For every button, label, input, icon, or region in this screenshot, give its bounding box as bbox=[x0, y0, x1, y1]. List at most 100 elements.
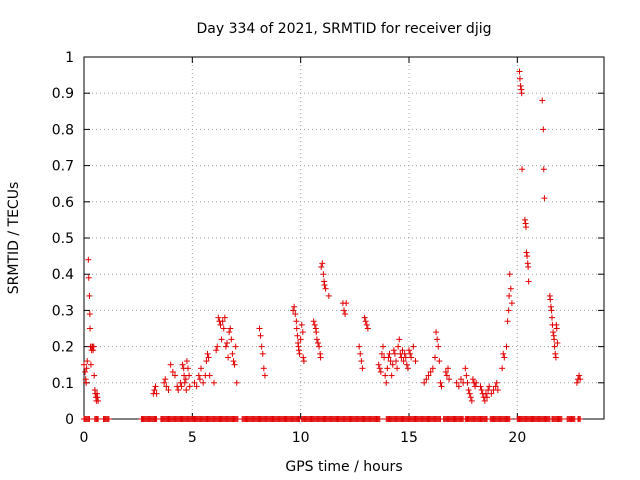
data-point bbox=[182, 376, 189, 383]
data-point bbox=[375, 361, 382, 368]
data-point bbox=[316, 343, 323, 350]
data-point bbox=[523, 249, 530, 256]
data-point bbox=[394, 365, 401, 372]
data-point bbox=[468, 397, 475, 404]
data-point bbox=[481, 397, 488, 404]
data-point bbox=[343, 300, 350, 307]
y-tick-label: 0.5 bbox=[52, 231, 74, 247]
data-point bbox=[228, 336, 235, 343]
data-point bbox=[507, 285, 514, 292]
data-point bbox=[396, 336, 403, 343]
data-point bbox=[172, 372, 178, 379]
data-point bbox=[455, 383, 462, 390]
data-point bbox=[90, 347, 97, 354]
data-point bbox=[205, 354, 212, 361]
data-point bbox=[183, 387, 190, 394]
data-point bbox=[391, 350, 398, 357]
grid bbox=[84, 57, 604, 419]
data-point bbox=[506, 416, 513, 422]
data-point bbox=[317, 354, 324, 361]
data-point bbox=[466, 390, 473, 397]
data-point bbox=[378, 350, 385, 357]
data-point bbox=[85, 274, 92, 281]
data-point bbox=[220, 325, 227, 332]
data-point bbox=[86, 416, 93, 422]
data-point bbox=[436, 358, 443, 365]
data-point bbox=[539, 97, 546, 104]
y-tick-label: 0.9 bbox=[52, 86, 74, 102]
data-point bbox=[293, 325, 300, 332]
x-tick-label: 15 bbox=[400, 430, 418, 446]
data-point bbox=[229, 350, 236, 357]
data-point bbox=[525, 263, 532, 270]
data-point bbox=[195, 372, 202, 379]
data-point bbox=[83, 379, 90, 386]
data-point bbox=[407, 350, 414, 357]
data-point bbox=[214, 343, 221, 350]
data-point bbox=[179, 361, 186, 368]
data-point bbox=[443, 372, 450, 379]
data-point bbox=[388, 372, 395, 379]
data-point bbox=[406, 347, 412, 354]
data-point bbox=[554, 339, 561, 346]
data-point bbox=[356, 343, 363, 350]
y-tick-label: 0.6 bbox=[52, 195, 74, 211]
data-point bbox=[506, 292, 513, 299]
data-point bbox=[383, 379, 390, 386]
data-point bbox=[387, 358, 394, 365]
data-point bbox=[221, 314, 228, 321]
y-tick-label: 1 bbox=[65, 50, 74, 66]
data-point bbox=[357, 350, 364, 357]
data-point bbox=[458, 376, 464, 383]
data-point bbox=[82, 368, 89, 375]
data-point bbox=[86, 292, 93, 299]
data-point bbox=[94, 394, 101, 401]
data-point bbox=[169, 368, 176, 375]
data-point bbox=[577, 376, 584, 383]
data-point bbox=[218, 336, 225, 343]
data-point bbox=[547, 296, 554, 303]
data-point bbox=[549, 314, 555, 321]
data-point bbox=[81, 361, 87, 368]
data-point bbox=[517, 82, 524, 89]
x-axis-label: GPS time / hours bbox=[285, 459, 402, 475]
data-point bbox=[547, 303, 554, 310]
data-point bbox=[384, 365, 391, 372]
data-point bbox=[412, 358, 419, 365]
data-point bbox=[493, 379, 500, 386]
data-point bbox=[363, 321, 370, 328]
data-point bbox=[95, 397, 102, 404]
data-point bbox=[501, 354, 508, 361]
axis-ticks: 00.10.20.30.40.50.60.70.80.910 5 10 15 20 bbox=[52, 50, 604, 446]
data-point bbox=[473, 379, 480, 386]
data-point bbox=[576, 372, 583, 379]
data-point bbox=[524, 253, 531, 260]
data-point bbox=[488, 390, 495, 397]
data-point bbox=[291, 303, 298, 310]
data-point bbox=[445, 365, 451, 372]
data-point bbox=[435, 343, 442, 350]
x-tick-label: 0 bbox=[80, 430, 89, 446]
data-point bbox=[432, 354, 438, 361]
data-point bbox=[508, 300, 515, 307]
y-tick-label: 0.2 bbox=[52, 340, 74, 356]
data-point bbox=[84, 358, 91, 365]
data-point bbox=[313, 329, 320, 336]
data-point bbox=[325, 292, 332, 299]
data-point bbox=[403, 361, 410, 368]
data-point bbox=[358, 358, 365, 365]
data-point bbox=[342, 311, 349, 318]
data-point bbox=[196, 376, 203, 383]
data-point bbox=[541, 195, 548, 202]
data-point bbox=[167, 361, 174, 368]
data-point bbox=[90, 343, 97, 350]
x-tick-label: 5 bbox=[188, 430, 197, 446]
data-point bbox=[260, 365, 267, 372]
data-point bbox=[550, 329, 557, 336]
data-point bbox=[469, 376, 476, 383]
data-point bbox=[402, 354, 409, 361]
data-point bbox=[319, 260, 326, 267]
x-tick-label: 10 bbox=[292, 430, 310, 446]
data-point bbox=[442, 368, 449, 375]
